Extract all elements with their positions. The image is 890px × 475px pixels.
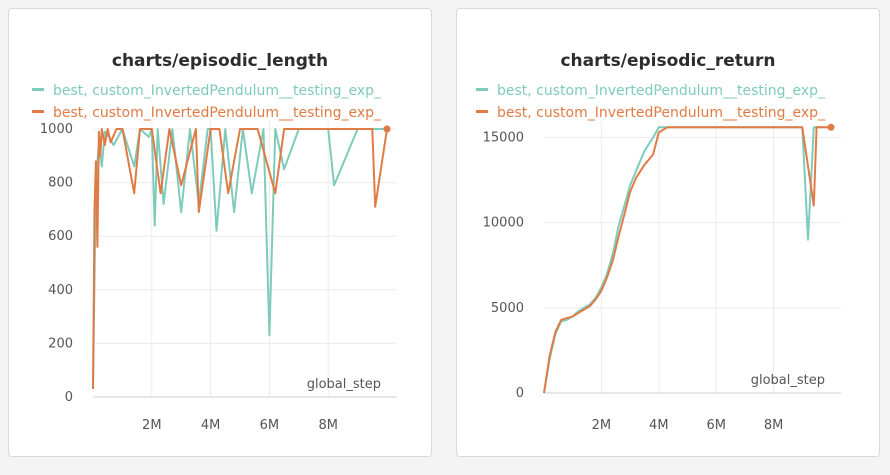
legend-swatch xyxy=(32,87,44,91)
legend-swatch xyxy=(476,109,488,113)
legend-label: best, custom_InvertedPendulum__testing_e… xyxy=(497,105,826,121)
chart-title: charts/episodic_return xyxy=(560,51,776,71)
x-axis-label: global_step xyxy=(751,373,825,388)
chart-legend: best, custom_InvertedPendulum__testing_e… xyxy=(9,80,431,124)
chart-panel-episodic-return: charts/episodic_return best, custom_Inve… xyxy=(456,8,880,457)
chart-plot-episodic-length[interactable]: 0 200 400 600 800 1000 2M 4M 6M 8M global_step xyxy=(9,9,433,458)
x-axis-label: global_step xyxy=(307,377,381,392)
chart-plot-episodic-return[interactable]: 0 5000 10000 15000 2M 4M 6M 8M global_step xyxy=(457,9,881,458)
x-tick-label: 4M xyxy=(201,418,221,433)
y-tick-label: 0 xyxy=(516,386,524,401)
legend-item: best, custom_InvertedPendulum__testing_e… xyxy=(457,102,870,124)
y-tick-label: 400 xyxy=(48,283,73,298)
series-line[interactable] xyxy=(543,126,831,394)
legend-swatch xyxy=(32,109,44,113)
legend-label: best, custom_InvertedPendulum__testing_e… xyxy=(53,83,382,99)
y-tick-label: 10000 xyxy=(483,216,524,231)
x-tick-label: 8M xyxy=(318,418,338,433)
x-tick-label: 8M xyxy=(764,418,784,433)
legend-item: best, custom_InvertedPendulum__testing_e… xyxy=(457,80,870,102)
chart-legend: best, custom_InvertedPendulum__testing_e… xyxy=(457,80,879,124)
series-line[interactable] xyxy=(92,128,388,390)
x-tick-label: 6M xyxy=(706,418,726,433)
legend-item: best, custom_InvertedPendulum__testing_e… xyxy=(9,102,426,124)
x-tick-label: 2M xyxy=(592,418,612,433)
y-tick-label: 15000 xyxy=(483,131,524,146)
y-tick-label: 600 xyxy=(48,229,73,244)
y-tick-label: 0 xyxy=(65,390,73,405)
x-tick-label: 6M xyxy=(260,418,280,433)
chart-panel-episodic-length: charts/episodic_length best, custom_Inve… xyxy=(8,8,432,457)
legend-item: best, custom_InvertedPendulum__testing_e… xyxy=(9,80,426,102)
legend-swatch xyxy=(476,87,488,91)
x-tick-label: 4M xyxy=(649,418,669,433)
series-line[interactable] xyxy=(543,126,831,394)
y-tick-label: 200 xyxy=(48,336,73,351)
chart-title: charts/episodic_length xyxy=(111,51,329,71)
series-end-point[interactable] xyxy=(827,123,835,131)
legend-label: best, custom_InvertedPendulum__testing_e… xyxy=(53,105,382,121)
series-end-point[interactable] xyxy=(383,125,391,133)
x-tick-label: 2M xyxy=(142,418,162,433)
y-tick-label: 5000 xyxy=(491,301,524,316)
y-tick-label: 800 xyxy=(48,176,73,191)
y-tick-label: 1000 xyxy=(40,122,73,137)
legend-label: best, custom_InvertedPendulum__testing_e… xyxy=(497,83,826,99)
